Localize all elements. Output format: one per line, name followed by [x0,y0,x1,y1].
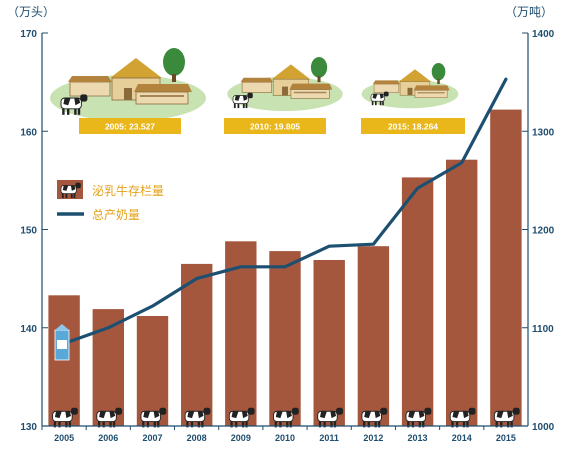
annotation-box [79,118,181,134]
x-tick-label: 2014 [452,433,472,443]
left-tick-label: 130 [20,422,37,433]
farm-icon [49,47,207,122]
milk-carton-icon [54,324,70,361]
right-tick-label: 1300 [532,127,555,138]
legend: 泌乳牛存栏量 总产奶量 [57,180,164,222]
right-axis-unit: （万吨） [505,5,553,19]
x-tick-label: 2012 [363,433,383,443]
left-tick-label: 160 [20,127,37,138]
right-tick-label: 1000 [532,422,555,433]
left-axis-unit: （万头） [7,5,55,19]
bar-2013 [401,177,434,426]
x-tick-label: 2008 [187,433,207,443]
x-tick-label: 2015 [496,433,516,443]
bar-2015 [490,109,522,426]
right-tick-label: 1400 [532,29,555,40]
left-tick-label: 140 [20,324,37,335]
bar-layer [48,109,522,426]
annotation-label: 2010: 19.805 [250,122,300,132]
bar-2011 [313,260,345,426]
left-tick-label: 170 [20,29,37,40]
annotation-label: 2005: 23.527 [105,122,155,132]
legend-item-line: 总产奶量 [57,208,140,222]
legend-label-bars: 泌乳牛存栏量 [92,183,164,198]
bar-2007 [136,316,169,426]
annotation-label: 2015: 18.264 [388,122,438,132]
x-tick-label: 2005 [54,433,74,443]
bar-2008 [181,263,213,426]
bar-2014 [446,159,478,426]
x-tick-label: 2006 [98,433,118,443]
x-tick-label: 2011 [319,433,339,443]
right-tick-label: 1200 [532,226,555,237]
x-tick-label: 2010 [275,433,295,443]
bar-2010 [269,251,301,426]
x-tick-label: 2009 [231,433,251,443]
bar-2012 [357,246,390,426]
legend-item-bars: 泌乳牛存栏量 [57,180,164,199]
farm-illustration-2010 [226,56,344,112]
legend-label-line: 总产奶量 [92,208,140,222]
bar-2005 [48,295,80,426]
x-tick-label: 2007 [142,433,162,443]
farm-illustration-2015 [361,62,459,109]
annotation-box [224,118,326,134]
farm-illustration-2005 [49,47,207,122]
bar-2009 [225,241,257,426]
annotation-box [361,118,465,134]
x-tick-label: 2013 [408,433,428,443]
right-tick-label: 1100 [532,324,554,335]
axes: 130 140 150 160 170 1000 1100 1200 1300 1400 2005 2… [20,29,554,443]
annotation-layer: 2005: 23.527 2010: 19.805 2015: 18.264 [79,118,465,134]
left-tick-label: 150 [20,226,37,237]
